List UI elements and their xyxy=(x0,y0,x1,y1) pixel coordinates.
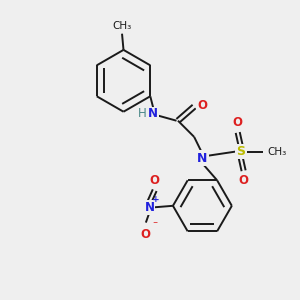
Text: ⁻: ⁻ xyxy=(152,220,158,230)
Text: CH₃: CH₃ xyxy=(112,21,132,31)
Text: O: O xyxy=(233,116,243,129)
Text: O: O xyxy=(197,99,207,112)
Text: N: N xyxy=(144,201,154,214)
Text: H: H xyxy=(138,107,147,120)
Text: O: O xyxy=(141,229,151,242)
Text: +: + xyxy=(152,195,160,204)
Text: N: N xyxy=(197,152,208,165)
Text: O: O xyxy=(150,174,160,187)
Text: O: O xyxy=(238,174,249,187)
Text: N: N xyxy=(148,107,158,120)
Text: CH₃: CH₃ xyxy=(267,147,286,157)
Text: S: S xyxy=(236,145,245,158)
